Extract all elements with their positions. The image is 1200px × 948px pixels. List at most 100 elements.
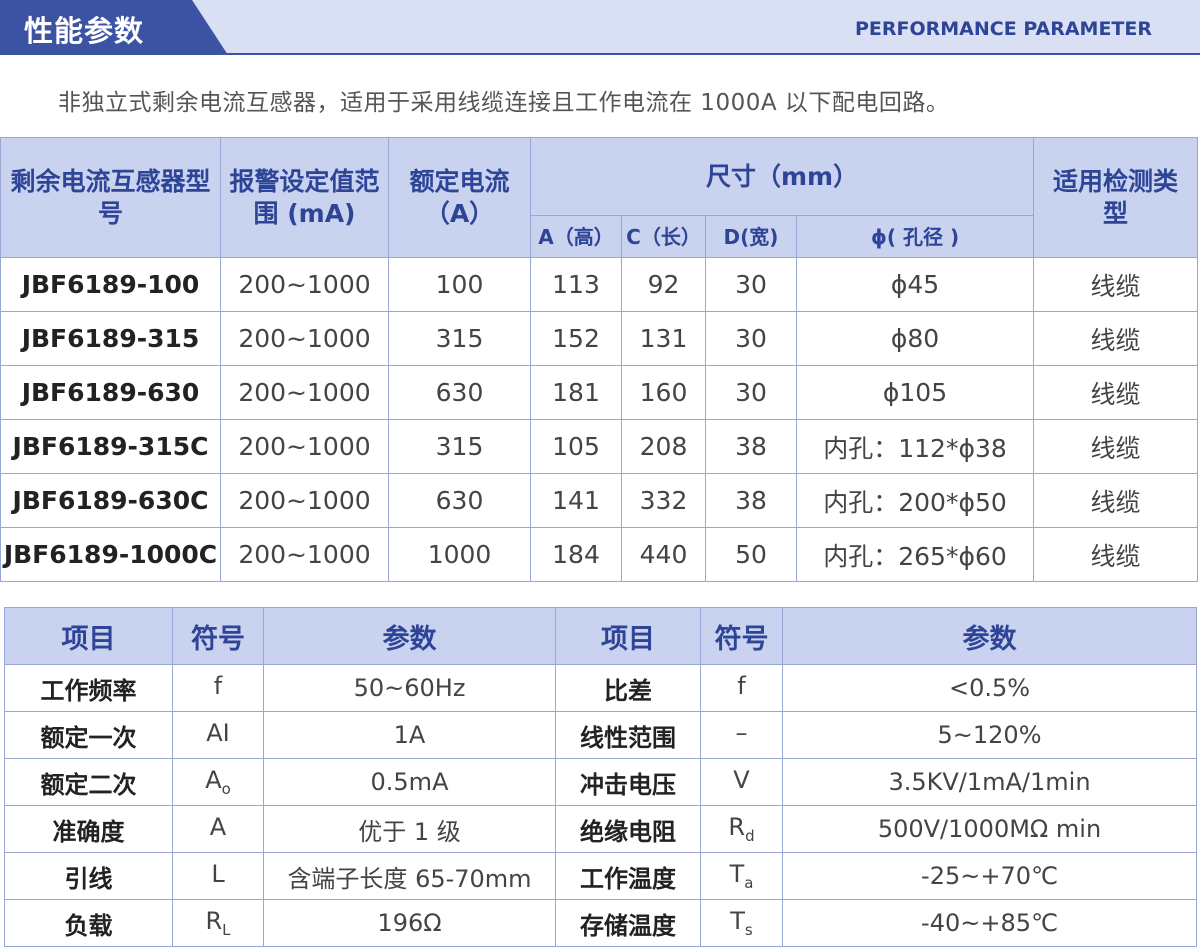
size-phi-cell: 内孔：112*ϕ38 (795, 419, 1035, 474)
header-size-c: C（长） (621, 215, 706, 258)
rated-cell: 315 (388, 311, 531, 366)
param-cell: -25~+70℃ (782, 852, 1197, 900)
section-title-tab: 性能参数 (0, 0, 228, 55)
alarm-cell: 200~1000 (220, 311, 389, 366)
size-d-cell: 30 (705, 365, 797, 420)
header-rated-current: 额定电流（A） (388, 137, 531, 258)
item-cell: 引线 (4, 852, 173, 900)
size-c-cell: 131 (621, 311, 706, 366)
model-cell: JBF6189-315C (0, 419, 221, 474)
header-size-d: D(宽) (705, 215, 797, 258)
size-a-cell: 181 (530, 365, 622, 420)
header-symbol-left: 符号 (172, 607, 264, 665)
size-a-cell: 105 (530, 419, 622, 474)
item-cell: 额定一次 (4, 711, 173, 759)
param-cell: 1A (263, 711, 556, 759)
table-row: JBF6189-315 200~1000 315 152 131 30 ϕ80 … (0, 311, 1199, 366)
param-cell: <0.5% (782, 664, 1197, 712)
symbol-cell: f (700, 664, 783, 712)
size-d-cell: 30 (705, 311, 797, 366)
header-size-a: A（高） (530, 215, 622, 258)
param-cell: 含端子长度 65-70mm (263, 852, 556, 900)
table-row: JBF6189-1000C 200~1000 1000 184 440 50 内… (0, 527, 1199, 582)
header-item-left: 项目 (4, 607, 173, 665)
size-a-cell: 113 (530, 257, 622, 312)
header-alarm-range: 报警设定值范围 (mA) (220, 137, 389, 258)
model-cell: JBF6189-630 (0, 365, 221, 420)
size-phi-cell: 内孔：265*ϕ60 (795, 527, 1035, 582)
param-cell: 50~60Hz (263, 664, 556, 712)
rated-cell: 630 (388, 473, 531, 528)
detect-cell: 线缆 (1033, 365, 1199, 420)
size-d-cell: 50 (705, 527, 797, 582)
size-c-cell: 208 (621, 419, 706, 474)
detect-cell: 线缆 (1033, 527, 1199, 582)
item-cell: 额定二次 (4, 758, 173, 806)
param-cell: 3.5KV/1mA/1min (782, 758, 1197, 806)
table-row: 负载 RL 196Ω 存储温度 Ts -40~+85℃ (4, 899, 1197, 947)
param-table: 项目 符号 参数 项目 符号 参数 工作频率 f 50~60Hz 比差 f <0… (4, 607, 1197, 947)
param-cell: 0.5mA (263, 758, 556, 806)
detect-cell: 线缆 (1033, 311, 1199, 366)
section-title-english: PERFORMANCE PARAMETER (854, 18, 1152, 40)
param-cell: 500V/1000MΩ min (782, 805, 1197, 853)
param-cell: 196Ω (263, 899, 556, 947)
alarm-cell: 200~1000 (220, 419, 389, 474)
detect-cell: 线缆 (1033, 473, 1199, 528)
size-d-cell: 38 (705, 419, 797, 474)
item-cell: 工作频率 (4, 664, 173, 712)
symbol-cell: L (172, 852, 264, 900)
model-cell: JBF6189-1000C (0, 527, 221, 582)
size-c-cell: 440 (621, 527, 706, 582)
param-cell: 优于 1 级 (263, 805, 556, 853)
symbol-cell: RL (172, 899, 264, 947)
size-c-cell: 92 (621, 257, 706, 312)
size-a-cell: 184 (530, 527, 622, 582)
section-title: 性能参数 (24, 14, 145, 48)
size-phi-cell: ϕ45 (795, 257, 1035, 312)
table-row: JBF6189-630C 200~1000 630 141 332 38 内孔：… (0, 473, 1199, 528)
header-param-right: 参数 (782, 607, 1197, 665)
size-phi-cell: ϕ105 (795, 365, 1035, 420)
item-cell: 比差 (555, 664, 701, 712)
symbol-cell: f (172, 664, 264, 712)
size-a-cell: 141 (530, 473, 622, 528)
param-cell: -40~+85℃ (782, 899, 1197, 947)
model-cell: JBF6189-630C (0, 473, 221, 528)
header-item-right: 项目 (555, 607, 701, 665)
table-row: 额定一次 AI 1A 线性范围 – 5~120% (4, 711, 1197, 759)
table-row: JBF6189-100 200~1000 100 113 92 30 ϕ45 线… (0, 257, 1199, 312)
symbol-cell: V (700, 758, 783, 806)
model-cell: JBF6189-315 (0, 311, 221, 366)
alarm-cell: 200~1000 (220, 473, 389, 528)
model-cell: JBF6189-100 (0, 257, 221, 312)
header-size-phi: ϕ( 孔径 ) (795, 215, 1035, 258)
item-cell: 准确度 (4, 805, 173, 853)
spec-table: 剩余电流互感器型号 报警设定值范围 (mA) 额定电流（A） 尺寸（mm） 适用… (0, 137, 1199, 582)
table-row: 工作频率 f 50~60Hz 比差 f <0.5% (4, 664, 1197, 712)
symbol-cell: A (172, 805, 264, 853)
symbol-cell: Ao (172, 758, 264, 806)
header-size: 尺寸（mm） (529, 137, 1035, 216)
detect-cell: 线缆 (1033, 257, 1199, 312)
item-cell: 负载 (4, 899, 173, 947)
table-row: 额定二次 Ao 0.5mA 冲击电压 V 3.5KV/1mA/1min (4, 758, 1197, 806)
rated-cell: 1000 (388, 527, 531, 582)
param-cell: 5~120% (782, 711, 1197, 759)
item-cell: 绝缘电阻 (555, 805, 701, 853)
symbol-cell: – (700, 711, 783, 759)
item-cell: 线性范围 (555, 711, 701, 759)
alarm-cell: 200~1000 (220, 257, 389, 312)
size-c-cell: 160 (621, 365, 706, 420)
symbol-cell: Ts (700, 899, 783, 947)
size-d-cell: 38 (705, 473, 797, 528)
size-phi-cell: 内孔：200*ϕ50 (795, 473, 1035, 528)
item-cell: 存储温度 (555, 899, 701, 947)
header-param-left: 参数 (263, 607, 556, 665)
header-detect-type: 适用检测类型 (1033, 137, 1199, 258)
size-d-cell: 30 (705, 257, 797, 312)
symbol-cell: Ta (700, 852, 783, 900)
rated-cell: 630 (388, 365, 531, 420)
product-description: 非独立式剩余电流互感器，适用于采用线缆连接且工作电流在 1000A 以下配电回路… (58, 90, 950, 116)
alarm-cell: 200~1000 (220, 527, 389, 582)
